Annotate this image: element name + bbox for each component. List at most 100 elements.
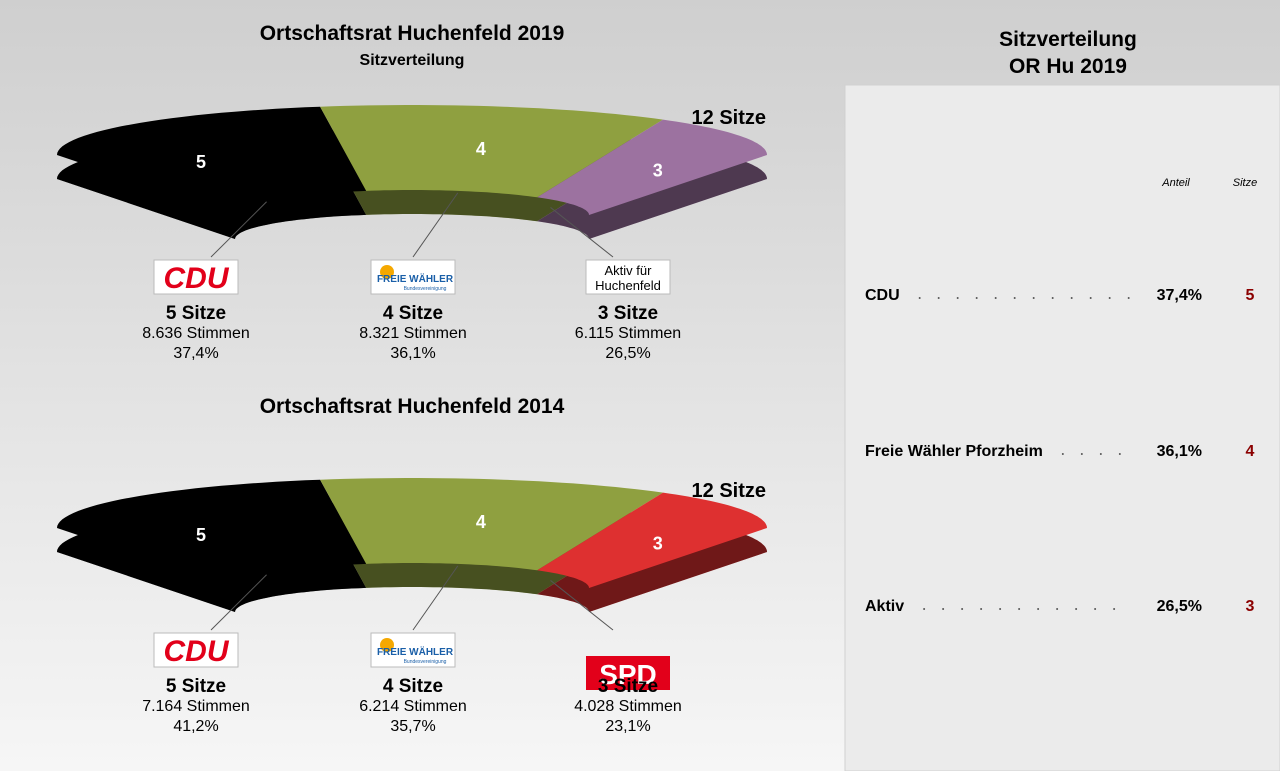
leader-dot (1113, 608, 1116, 610)
leader-dot (1108, 297, 1111, 299)
leader-dot (1018, 608, 1021, 610)
leader-dot (918, 297, 921, 299)
leader-dot (1061, 453, 1064, 455)
logo-text: FREIE WÄHLER (377, 272, 454, 285)
leader-dot (937, 297, 940, 299)
party-name: Freie Wähler Pforzheim (865, 443, 1043, 460)
party-name: Aktiv (865, 598, 904, 615)
leader-dot (975, 297, 978, 299)
chart-subtitle: Sitzverteilung (360, 52, 465, 69)
leader-dot (994, 297, 997, 299)
value-label: 4 (476, 139, 486, 159)
value-label: 4 (476, 512, 486, 532)
leader-dot (1099, 453, 1102, 455)
chart-title: Ortschaftsrat Huchenfeld 2019 (260, 22, 565, 45)
votes-label: 8.636 Stimmen (142, 325, 250, 342)
seat-value: 3 (1246, 598, 1255, 615)
sidebar-panel (844, 84, 1280, 772)
seats-label: 3 Sitze (598, 676, 658, 697)
column-header: Anteil (1161, 177, 1190, 189)
leader-line (550, 580, 614, 631)
leader-line (412, 192, 459, 258)
leader-dot (1075, 608, 1078, 610)
value-label: 3 (653, 534, 663, 554)
logo-text: Aktiv für (605, 263, 653, 278)
share-label: 37,4% (173, 345, 218, 362)
chart-title: Ortschaftsrat Huchenfeld 2014 (260, 395, 565, 418)
value-label: 5 (196, 525, 206, 545)
logo-subtext: Bundesvereinigung (404, 659, 447, 665)
share-label: 26,5% (605, 345, 650, 362)
share-value: 37,4% (1157, 287, 1202, 304)
votes-label: 6.214 Stimmen (359, 698, 467, 715)
seats-label: 5 Sitze (166, 676, 226, 697)
logo-text: Huchenfeld (595, 278, 661, 293)
leader-line (412, 565, 459, 631)
leader-dot (1051, 297, 1054, 299)
logo-sun (380, 638, 394, 652)
leader-dot (956, 297, 959, 299)
leader-dot (1070, 297, 1073, 299)
logo-text: FREIE WÄHLER (377, 645, 454, 658)
leader-dot (1056, 608, 1059, 610)
logo (153, 632, 239, 668)
leader-line (210, 574, 267, 631)
leader-dot (999, 608, 1002, 610)
logo-text: SPD (599, 659, 657, 690)
logo-text: CDU (164, 262, 230, 295)
sidebar-title: OR Hu 2019 (1009, 55, 1127, 78)
share-value: 36,1% (1157, 443, 1202, 460)
table-rows: CDU 37,4% 5 Freie Wähler Pforzheim 36,1% 4 Akt… (865, 287, 1255, 615)
leader-dot (923, 608, 926, 610)
segment (320, 105, 663, 198)
segment (57, 479, 367, 588)
logo-subtext: Bundesvereinigung (404, 286, 447, 292)
leader-dot (961, 608, 964, 610)
segment (320, 478, 663, 571)
logo-sun (380, 265, 394, 279)
seat-value: 4 (1246, 443, 1255, 460)
leader-dot (1127, 297, 1130, 299)
seats-label: 5 Sitze (166, 303, 226, 324)
leader-dot (1032, 297, 1035, 299)
value-label: 3 (653, 161, 663, 181)
share-label: 35,7% (390, 718, 435, 735)
logo (585, 259, 671, 295)
seats-label: 4 Sitze (383, 303, 443, 324)
logo (153, 259, 239, 295)
share-label: 36,1% (390, 345, 435, 362)
leader-line (210, 201, 267, 258)
leader-dot (1094, 608, 1097, 610)
segment (537, 119, 767, 215)
votes-label: 8.321 Stimmen (359, 325, 467, 342)
seats-label: 4 Sitze (383, 676, 443, 697)
leader-dot (1013, 297, 1016, 299)
leader-line (550, 207, 614, 258)
leader-dot (1080, 453, 1083, 455)
leader-dot (942, 608, 945, 610)
sidebar-title: Sitzverteilung (999, 28, 1137, 51)
seats-label: 3 Sitze (598, 303, 658, 324)
leader-dot (1118, 453, 1121, 455)
charts: Ortschaftsrat Huchenfeld 2019 Sitzverteil… (57, 22, 767, 735)
segment (537, 492, 767, 588)
votes-label: 6.115 Stimmen (575, 325, 681, 342)
share-label: 23,1% (605, 718, 650, 735)
logo (586, 656, 670, 690)
seat-value: 5 (1246, 287, 1255, 304)
total-label: 12 Sitze (692, 107, 766, 129)
votes-label: 7.164 Stimmen (142, 698, 250, 715)
party-name: CDU (865, 287, 900, 304)
segment (57, 106, 367, 215)
share-value: 26,5% (1157, 598, 1202, 615)
column-header: Sitze (1233, 177, 1257, 189)
leader-dot (1037, 608, 1040, 610)
leader-dot (980, 608, 983, 610)
votes-label: 4.028 Stimmen (574, 698, 682, 715)
share-label: 41,2% (173, 718, 218, 735)
value-label: 5 (196, 152, 206, 172)
logo-text: CDU (164, 635, 230, 668)
leader-dot (1089, 297, 1092, 299)
total-label: 12 Sitze (692, 480, 766, 502)
